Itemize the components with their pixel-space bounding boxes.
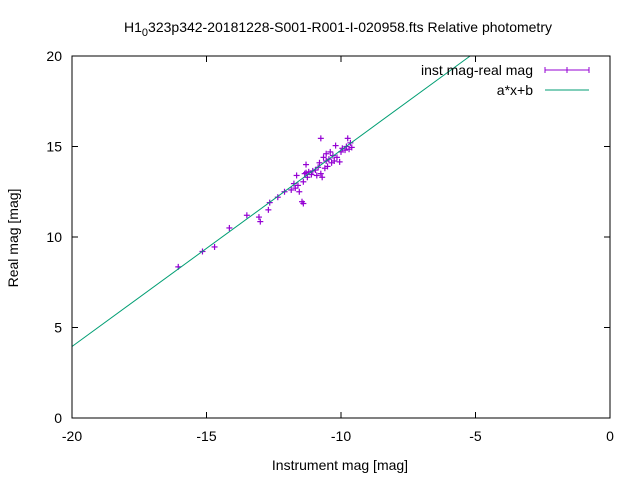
data-point — [308, 171, 315, 178]
data-point — [336, 158, 343, 165]
data-point — [243, 212, 250, 219]
y-tick-label: 0 — [54, 410, 62, 426]
y-tick-label: 5 — [54, 320, 62, 336]
data-point — [296, 188, 303, 195]
data-point — [211, 243, 218, 250]
data-point — [313, 172, 320, 179]
y-axis-label: Real mag [mag] — [5, 189, 21, 288]
data-point — [327, 148, 334, 155]
data-point — [316, 159, 323, 166]
y-tick-label: 15 — [46, 139, 62, 155]
data-point — [255, 214, 262, 221]
y-tick-label: 10 — [46, 229, 62, 245]
y-axis: 0 5 10 15 20 — [46, 48, 610, 426]
x-tick-label: -20 — [62, 428, 82, 444]
x-tick-label: -15 — [196, 428, 216, 444]
data-point — [332, 142, 339, 149]
data-point — [317, 135, 324, 142]
x-tick-label: -10 — [331, 428, 351, 444]
data-point — [320, 154, 327, 161]
x-tick-label: 0 — [606, 428, 614, 444]
data-point — [331, 157, 338, 164]
data-point — [323, 150, 330, 157]
chart-title: H10323p342-20181228-S001-R001-I-020958.f… — [124, 19, 552, 39]
fit-line-path — [71, 55, 471, 347]
data-point — [274, 194, 281, 201]
data-point — [342, 147, 349, 154]
data-point — [226, 224, 233, 231]
data-point — [348, 144, 355, 151]
data-point — [294, 182, 301, 189]
data-point — [303, 161, 310, 168]
x-axis: -20 -15 -10 -5 0 — [62, 56, 614, 444]
data-point — [301, 170, 308, 177]
x-tick-label: -5 — [469, 428, 482, 444]
fit-line — [71, 55, 471, 347]
data-point — [303, 169, 310, 176]
data-point — [288, 186, 295, 193]
data-point — [324, 163, 331, 170]
plot-frame — [71, 55, 611, 419]
data-point — [319, 174, 326, 181]
legend-label-fit: a*x+b — [497, 82, 533, 98]
data-point — [317, 170, 324, 177]
data-point — [300, 200, 307, 207]
x-axis-label: Instrument mag [mag] — [272, 457, 408, 473]
data-point — [292, 185, 299, 192]
data-point — [293, 172, 300, 179]
data-point — [333, 154, 340, 161]
legend: inst mag-real mag a*x+b — [421, 62, 590, 98]
data-point — [300, 178, 307, 185]
data-points — [175, 135, 355, 270]
legend-label-inst-mag: inst mag-real mag — [421, 62, 533, 78]
data-point — [344, 135, 351, 142]
y-tick-label: 20 — [46, 48, 62, 64]
data-point — [257, 218, 264, 225]
data-point — [265, 206, 272, 213]
